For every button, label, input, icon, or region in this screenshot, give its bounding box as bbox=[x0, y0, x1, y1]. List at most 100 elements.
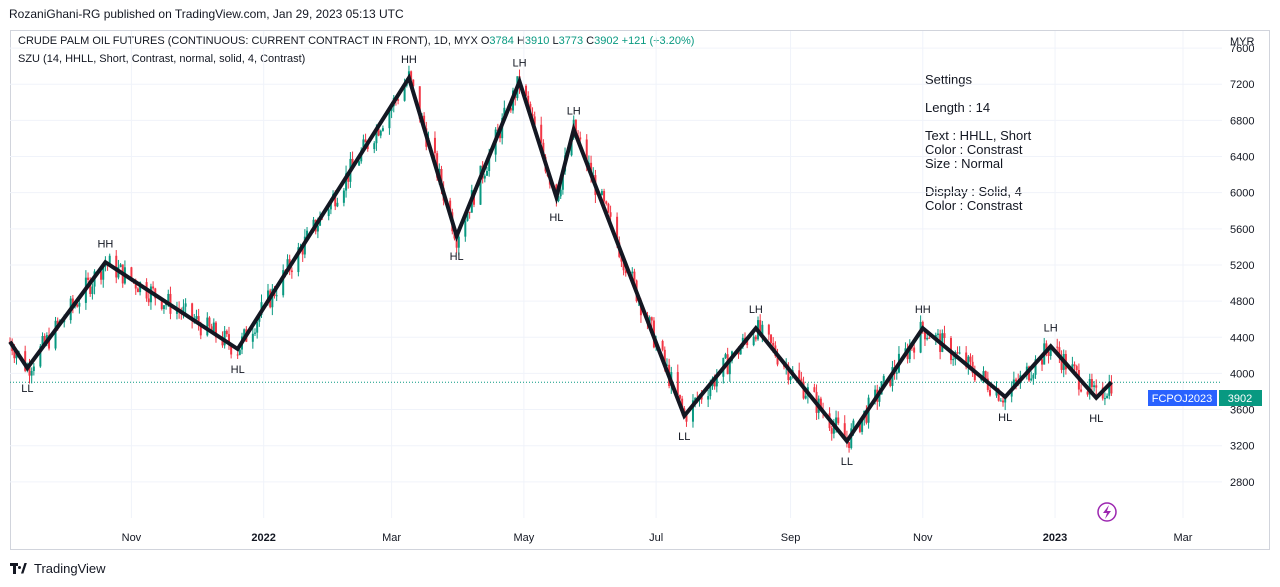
candle-body bbox=[91, 286, 94, 294]
settings-table: Settings Length : 14 Text : HHLL, Short … bbox=[925, 72, 1032, 213]
candle-body bbox=[752, 336, 755, 346]
candle-body bbox=[379, 130, 382, 136]
candle-body bbox=[230, 345, 233, 355]
candle-body bbox=[358, 161, 361, 166]
candle-body bbox=[908, 346, 911, 360]
candle-body bbox=[984, 371, 987, 379]
candle-body bbox=[388, 110, 391, 129]
candle-body bbox=[616, 216, 619, 243]
lightning-icon[interactable] bbox=[1097, 502, 1117, 522]
chart-pane[interactable] bbox=[10, 30, 1270, 550]
candle-body bbox=[210, 326, 213, 332]
candle-body bbox=[479, 165, 482, 205]
y-tick-label: 5600 bbox=[1230, 224, 1254, 236]
candle-body bbox=[184, 303, 187, 307]
candle-body bbox=[206, 317, 209, 336]
candle-body bbox=[694, 398, 697, 401]
y-tick-label: 6800 bbox=[1230, 115, 1254, 127]
candle-body bbox=[134, 281, 137, 289]
candle-body bbox=[1073, 364, 1076, 367]
price-tag: FCPOJ2023 3902 bbox=[1148, 390, 1262, 406]
candle-body bbox=[804, 395, 807, 399]
candle-body bbox=[527, 95, 530, 104]
candle-body bbox=[195, 316, 198, 320]
close-value: 3902 bbox=[594, 35, 619, 47]
x-tick-label: Jul bbox=[649, 532, 663, 544]
candle-body bbox=[531, 114, 534, 117]
candle-body bbox=[525, 85, 528, 96]
candle-body bbox=[973, 372, 976, 381]
zigzag-labels: LL HH HL HH HL LH HL LH LL LH LL HH HL LH HL bbox=[21, 54, 1103, 468]
candle-body bbox=[874, 389, 877, 398]
candle-body bbox=[557, 196, 560, 201]
candle-body bbox=[928, 337, 931, 339]
candle-body bbox=[681, 398, 684, 409]
candle-body bbox=[503, 107, 506, 119]
candle-body bbox=[43, 336, 46, 344]
candle-body bbox=[605, 201, 608, 204]
candle-body bbox=[691, 400, 694, 422]
candle-body bbox=[967, 356, 970, 368]
candle-body bbox=[381, 128, 384, 131]
candle-body bbox=[843, 423, 846, 439]
candle-body bbox=[574, 119, 577, 136]
candle-body bbox=[251, 333, 254, 342]
candle-body bbox=[789, 377, 792, 381]
zigzag-label: HL bbox=[231, 364, 245, 376]
candle-body bbox=[878, 394, 881, 402]
candle-body bbox=[819, 398, 822, 410]
indicator-legend[interactable]: SZU (14, HHLL, Short, Contrast, normal, … bbox=[18, 53, 306, 65]
zigzag-label: HL bbox=[549, 212, 563, 224]
candle-body bbox=[746, 340, 749, 346]
candle-body bbox=[685, 414, 688, 422]
candle-body bbox=[297, 247, 300, 273]
candle-body bbox=[115, 255, 118, 278]
candle-body bbox=[345, 173, 348, 191]
candle-body bbox=[772, 342, 775, 346]
candle-body bbox=[713, 378, 716, 387]
candle-body bbox=[214, 322, 217, 338]
candle-body bbox=[600, 191, 603, 196]
candle-body bbox=[999, 400, 1002, 402]
candle-body bbox=[377, 128, 380, 136]
candle-body bbox=[108, 255, 111, 265]
candle-body bbox=[943, 333, 946, 338]
candle-body bbox=[995, 389, 998, 396]
candle-body bbox=[488, 154, 491, 172]
tradingview-logo-icon bbox=[10, 562, 28, 575]
candle-body bbox=[32, 366, 35, 372]
candle-body bbox=[882, 376, 885, 382]
candle-body bbox=[622, 261, 625, 271]
candle-body bbox=[1045, 343, 1048, 352]
candle-body bbox=[167, 293, 170, 304]
candle-body bbox=[28, 366, 31, 376]
candle-body bbox=[102, 266, 105, 280]
candle-body bbox=[375, 128, 378, 144]
zigzag-label: HL bbox=[998, 412, 1012, 424]
candle-body bbox=[397, 99, 400, 101]
candle-body bbox=[895, 372, 898, 374]
symbol-title: CRUDE PALM OIL FUTURES (CONTINUOUS: CURR… bbox=[18, 35, 478, 47]
candle-body bbox=[1058, 347, 1061, 357]
y-tick-label: 4800 bbox=[1230, 296, 1254, 308]
candle-body bbox=[949, 337, 952, 361]
candle-body bbox=[707, 396, 710, 400]
candle-body bbox=[830, 428, 833, 434]
candle-body bbox=[858, 420, 861, 432]
candle-body bbox=[334, 194, 337, 207]
candle-body bbox=[39, 346, 42, 367]
candle-body bbox=[798, 370, 801, 379]
candle-body bbox=[1049, 346, 1052, 356]
zigzag-label: LH bbox=[512, 58, 526, 70]
candle-body bbox=[440, 168, 443, 188]
candle-body bbox=[271, 288, 274, 308]
candle-body bbox=[956, 352, 959, 354]
candle-body bbox=[238, 349, 241, 355]
candle-body bbox=[1030, 378, 1033, 381]
open-value: 3784 bbox=[489, 35, 514, 47]
candle-body bbox=[865, 410, 868, 423]
candle-body bbox=[759, 320, 762, 335]
time-axis: Nov 2022 Mar May Jul Sep Nov 2023 Mar bbox=[122, 532, 1193, 544]
y-tick-label: 6000 bbox=[1230, 188, 1254, 200]
